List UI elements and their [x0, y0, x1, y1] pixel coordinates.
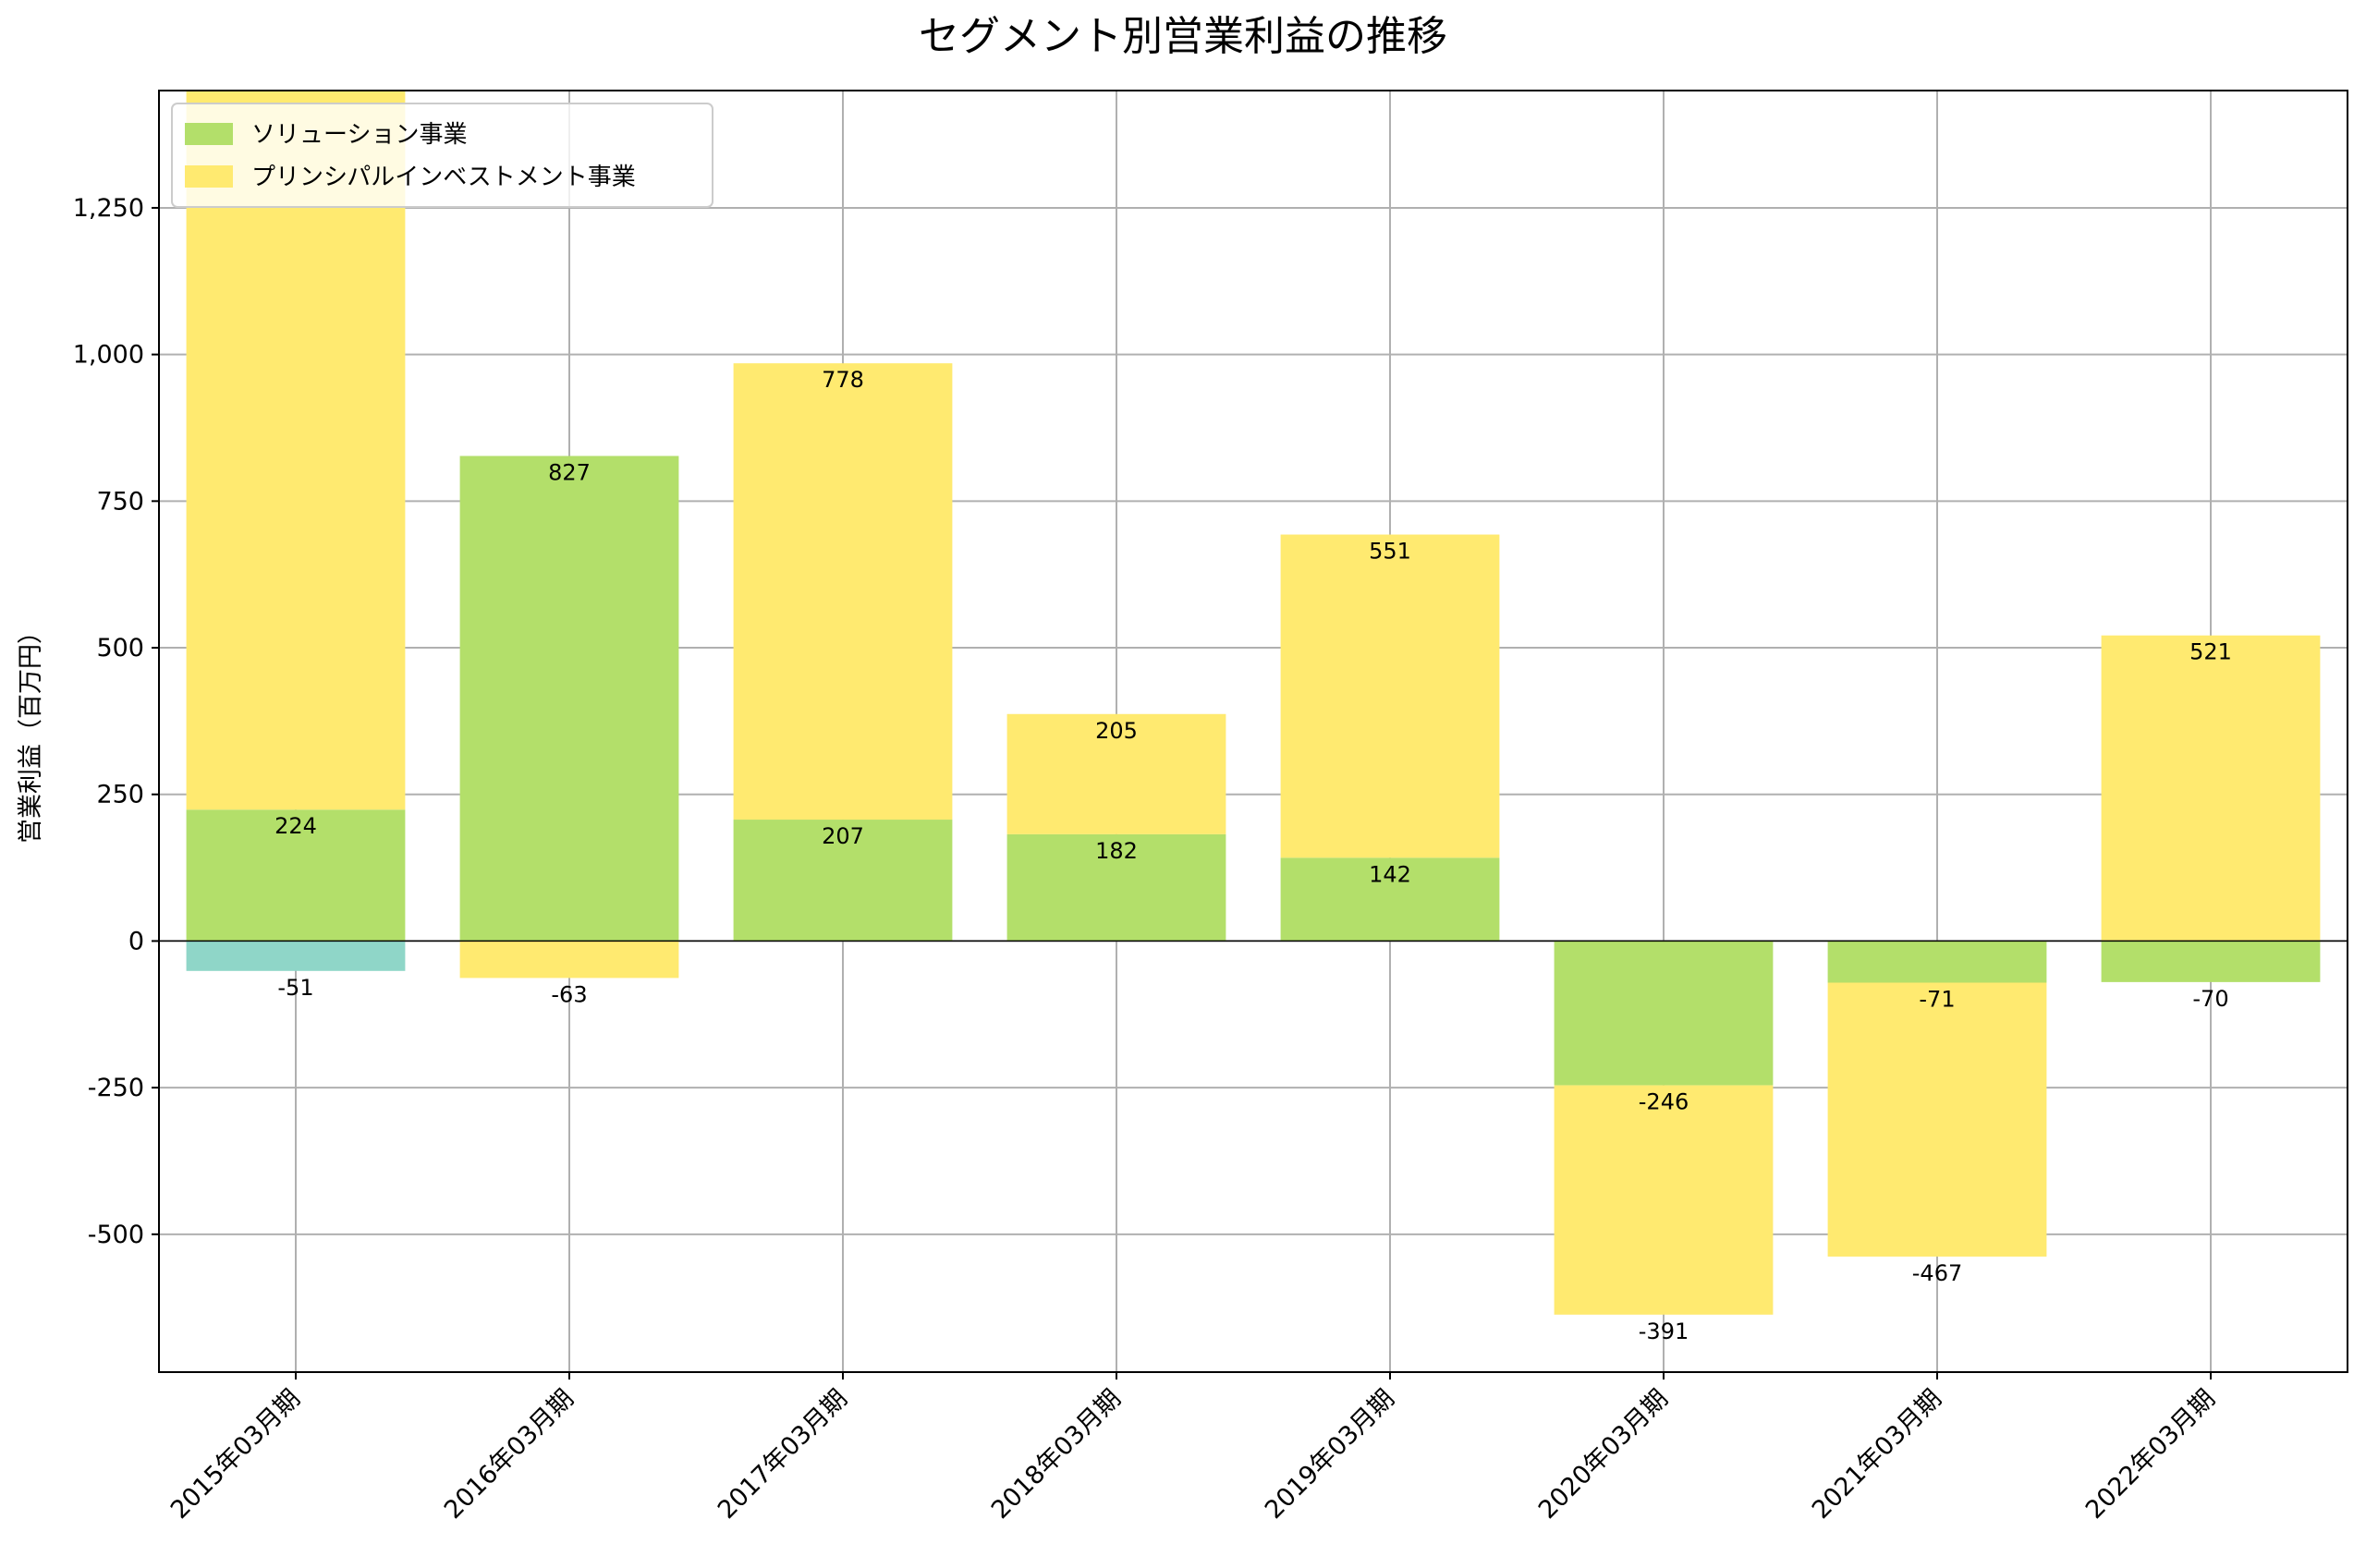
data-label-series-2-8: 521: [2189, 639, 2232, 665]
bar-series-2-5: [1280, 534, 1500, 858]
bar-series-2-6: [1554, 1085, 1774, 1315]
chart-title: セグメント別営業利益の推移: [919, 13, 1447, 60]
bar-series-1-5: [1280, 857, 1500, 942]
y-tick-label: 250: [96, 781, 144, 809]
data-label-series-2-5: 551: [1369, 539, 1411, 565]
y-tick-label: -250: [88, 1074, 144, 1102]
data-label-series-1-6: -246: [1639, 1089, 1689, 1115]
y-tick-label: 750: [96, 487, 144, 516]
data-label-series-1-2: 827: [548, 459, 591, 485]
plot-area: 224 827 207 182 142 -246 -71 -70 -63 778 205 551 -39…: [73, 90, 2348, 1525]
x-tick-label: 2018年03月期: [986, 1384, 1127, 1525]
x-tick-label: 2022年03月期: [2080, 1384, 2221, 1525]
data-label-series-2-6: -391: [1639, 1319, 1689, 1344]
legend-label: プリンシパルインベストメント事業: [251, 164, 636, 191]
y-axis: -500 -250 0 250 500 750 1,000 1,250: [73, 194, 159, 1249]
bar-series-1-1: [186, 809, 406, 942]
data-label-series-1-7: -71: [1919, 987, 1955, 1013]
y-tick-label: 1,000: [73, 341, 144, 370]
bar-series-1-3: [733, 820, 953, 942]
axes-frame: [158, 90, 2348, 1373]
x-tick-label: 2017年03月期: [713, 1384, 853, 1525]
data-label-series-1-4: 182: [1095, 838, 1138, 864]
x-tick-label: 2019年03月期: [1260, 1384, 1400, 1525]
legend-swatch: [185, 165, 233, 188]
y-tick-label: 0: [128, 927, 144, 955]
bar-series-2-3: [733, 363, 953, 820]
y-tick-label: 500: [96, 634, 144, 662]
bar-series-1-6: [1554, 941, 1774, 1086]
legend-label: ソリューション事業: [251, 121, 467, 149]
data-label-series-2-3: 778: [822, 367, 864, 393]
bar-series-2-8: [2101, 635, 2321, 942]
bar-series-2-2: [459, 941, 679, 978]
data-label-series-1-1: 224: [274, 813, 317, 839]
data-label-series-3-1: -51: [277, 975, 313, 1001]
x-tick-label: 2016年03月期: [439, 1384, 579, 1525]
legend-swatch: [185, 123, 233, 145]
y-tick-label: 1,250: [73, 194, 144, 223]
data-labels: 224 827 207 182 142 -246 -71 -70 -63 778 205 551 -39…: [274, 367, 2232, 1344]
bar-series-1-8: [2101, 941, 2321, 982]
bar-series-1-7: [1827, 941, 2047, 983]
bar-series-2-4: [1006, 713, 1226, 834]
y-tick-label: -500: [88, 1221, 144, 1249]
data-label-series-1-5: 142: [1369, 861, 1411, 887]
x-tick-label: 2020年03月期: [1533, 1384, 1674, 1525]
bar-series-1-2: [459, 456, 679, 942]
x-tick-label: 2021年03月期: [1807, 1384, 1947, 1525]
bar-series-2-7: [1827, 982, 2047, 1257]
data-label-series-2-4: 205: [1095, 718, 1138, 744]
x-axis: 2015年03月期 2016年03月期 2017年03月期 2018年03月期 2019…: [165, 1372, 2221, 1525]
bar-series-3-1: [186, 941, 406, 971]
bar-series-2-1: [186, 91, 406, 810]
bar-series-1-4: [1006, 833, 1226, 942]
legend-frame: [171, 103, 713, 208]
y-axis-label: 営業利益（百万円）: [17, 619, 45, 844]
data-label-series-2-2: -63: [551, 981, 587, 1007]
data-label-series-1-3: 207: [822, 823, 864, 849]
data-label-series-1-8: -70: [2192, 986, 2228, 1012]
x-tick-label: 2015年03月期: [165, 1384, 306, 1525]
data-label-series-2-7: -467: [1912, 1260, 1962, 1286]
bars: [186, 91, 2321, 1315]
